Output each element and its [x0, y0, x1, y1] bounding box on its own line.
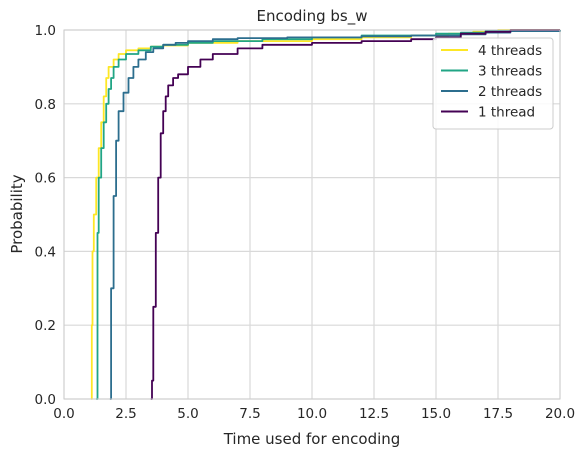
y-tick-label: 0.4 — [35, 244, 56, 260]
plot-frame — [63, 29, 561, 400]
x-tick-label: 20.0 — [545, 406, 575, 422]
x-tick-label: 7.5 — [239, 406, 260, 422]
x-tick-labels: 0.0 2.5 5.0 7.5 10.0 12.5 15.0 17.5 20.0 — [53, 406, 575, 422]
y-axis-label: Probability — [8, 174, 26, 253]
x-tick-label: 2.5 — [115, 406, 136, 422]
x-tick-label: 5.0 — [177, 406, 198, 422]
x-tick-label: 10.0 — [297, 406, 327, 422]
legend-box — [432, 37, 554, 130]
y-tick-label: 1.0 — [35, 23, 56, 39]
legend: 4 threads 3 threads 2 threads 1 thread — [432, 37, 554, 130]
legend-label: 3 threads — [478, 64, 542, 80]
y-tick-labels: 0.0 0.2 0.4 0.6 0.8 1.0 — [35, 23, 56, 408]
y-tick-label: 0.8 — [35, 97, 56, 113]
x-tick-label: 17.5 — [483, 406, 513, 422]
x-tick-label: 12.5 — [359, 406, 389, 422]
y-tick-label: 0.0 — [35, 392, 56, 408]
y-tick-label: 0.2 — [35, 318, 56, 334]
x-tick-label: 0.0 — [53, 406, 74, 422]
chart-title: Encoding bs_w — [257, 7, 368, 26]
x-axis-label: Time used for encoding — [223, 430, 401, 448]
x-tick-label: 15.0 — [421, 406, 451, 422]
legend-label: 4 threads — [478, 43, 542, 59]
legend-label: 1 thread — [478, 105, 535, 121]
y-tick-label: 0.6 — [35, 171, 56, 187]
legend-label: 2 threads — [478, 84, 542, 100]
series-line-2-threads — [109, 30, 561, 400]
